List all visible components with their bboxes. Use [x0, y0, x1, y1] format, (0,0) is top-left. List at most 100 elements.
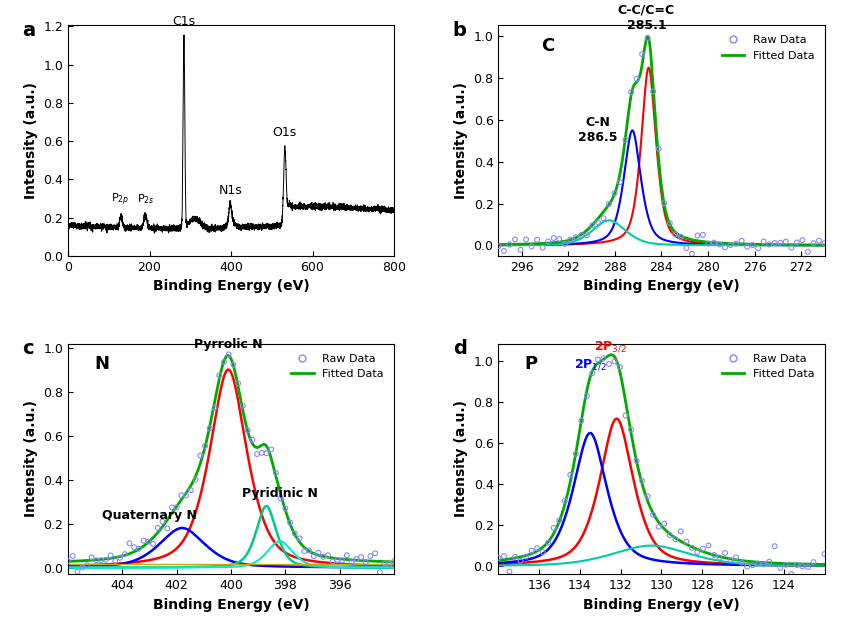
Point [316, 551, 330, 562]
Point [723, 240, 737, 250]
Point [231, 378, 245, 388]
Text: Pyridinic N: Pyridinic N [242, 487, 318, 500]
Point [652, 522, 666, 532]
Point [619, 135, 632, 145]
Point [217, 357, 230, 367]
Point [179, 490, 193, 500]
Text: Pyrrolic N: Pyrrolic N [194, 338, 263, 351]
Point [635, 476, 649, 486]
Point [701, 239, 715, 249]
Point [71, 567, 84, 577]
Point [597, 353, 610, 363]
Point [768, 238, 781, 248]
Point [312, 548, 326, 558]
Point [524, 242, 538, 252]
Point [624, 425, 638, 435]
Point [663, 218, 677, 228]
Point [685, 543, 699, 553]
Point [608, 357, 621, 367]
Point [779, 237, 792, 247]
Point [142, 536, 156, 546]
Point [657, 519, 671, 529]
Point [189, 475, 202, 485]
Point [690, 230, 704, 240]
Point [519, 551, 533, 562]
Text: C: C [541, 37, 554, 55]
Point [250, 449, 264, 459]
Point [768, 541, 781, 551]
Point [536, 547, 549, 557]
Text: C1s: C1s [173, 15, 196, 28]
Point [255, 448, 269, 458]
Point [128, 542, 141, 552]
Point [602, 359, 615, 369]
Point [586, 220, 599, 230]
Point [165, 502, 178, 512]
Point [707, 550, 721, 560]
Text: 2P$_{3/2}$: 2P$_{3/2}$ [594, 339, 627, 355]
Point [745, 560, 759, 570]
Point [151, 523, 165, 533]
Point [745, 240, 759, 250]
Point [378, 558, 392, 569]
Point [298, 546, 311, 557]
Point [491, 241, 505, 251]
Point [524, 546, 538, 556]
Point [734, 558, 748, 568]
Point [236, 401, 250, 411]
Point [718, 548, 732, 558]
Legend: Raw Data, Fitted Data: Raw Data, Fitted Data [717, 349, 819, 384]
X-axis label: Binding Energy (eV): Binding Energy (eV) [153, 280, 309, 293]
Point [624, 87, 638, 97]
Point [729, 552, 743, 562]
Point [203, 423, 217, 433]
Point [85, 552, 99, 562]
Point [307, 551, 320, 561]
Legend: Raw Data, Fitted Data: Raw Data, Fitted Data [717, 31, 819, 65]
Point [508, 235, 522, 245]
Point [734, 236, 748, 246]
Point [785, 242, 798, 252]
Point [558, 496, 571, 506]
Point [264, 444, 278, 454]
Text: P$_{2p}$: P$_{2p}$ [111, 191, 129, 208]
Point [373, 567, 387, 577]
Point [564, 469, 577, 480]
Point [685, 249, 699, 259]
Point [591, 355, 604, 365]
Point [212, 370, 226, 380]
Point [345, 557, 359, 567]
Point [740, 562, 754, 572]
Point [762, 239, 776, 249]
Point [657, 198, 671, 208]
Point [260, 448, 274, 458]
Point [382, 559, 396, 569]
Text: O1s: O1s [273, 126, 297, 139]
Point [80, 560, 94, 570]
Point [331, 555, 344, 565]
Point [674, 526, 688, 536]
Point [513, 245, 527, 255]
Point [674, 232, 688, 242]
Point [132, 544, 145, 554]
Y-axis label: Intensity (a.u.): Intensity (a.u.) [24, 82, 37, 199]
Point [641, 33, 654, 43]
Text: C-N
286.5: C-N 286.5 [578, 116, 617, 144]
Point [796, 562, 809, 572]
Point [530, 235, 544, 245]
Point [547, 233, 560, 243]
Point [729, 239, 743, 249]
Point [597, 213, 610, 223]
Point [137, 536, 150, 546]
Point [679, 536, 693, 546]
Point [575, 416, 588, 426]
Point [751, 558, 765, 569]
Point [630, 74, 643, 84]
Point [170, 502, 184, 512]
X-axis label: Binding Energy (eV): Binding Energy (eV) [153, 598, 309, 611]
Point [613, 362, 626, 372]
Point [174, 490, 188, 500]
Point [491, 553, 505, 563]
Y-axis label: Intensity (a.u.): Intensity (a.u.) [454, 401, 468, 517]
Point [99, 555, 112, 565]
